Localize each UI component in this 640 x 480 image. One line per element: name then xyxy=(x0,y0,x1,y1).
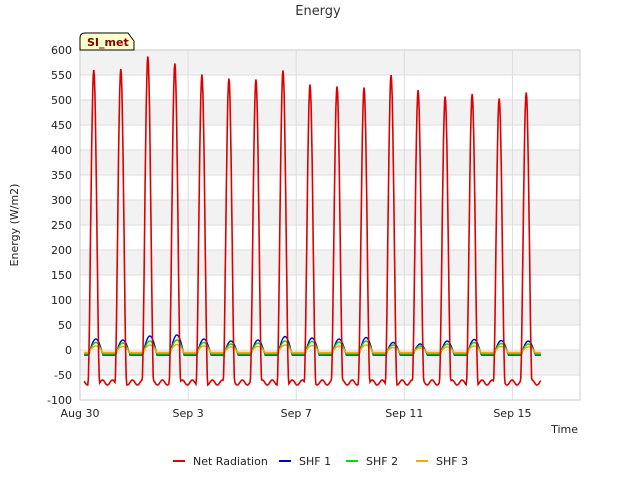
band xyxy=(80,250,580,275)
band xyxy=(80,50,580,75)
legend-label: SHF 3 xyxy=(436,455,468,468)
y-tick-label: 250 xyxy=(51,219,72,232)
series-line-shf-2 xyxy=(84,339,541,355)
band xyxy=(80,100,580,125)
y-tick-label: 350 xyxy=(51,169,72,182)
band xyxy=(80,275,580,300)
y-tick-label: 0 xyxy=(65,344,72,357)
y-axis: -100 -50 0 50 100 150 200 250 300 350 400 450 500 550… xyxy=(47,44,72,407)
band xyxy=(80,200,580,225)
x-tick-label: Sep 15 xyxy=(493,407,531,420)
band xyxy=(80,75,580,100)
plot-frame xyxy=(79,49,581,401)
series-line-net-radiation xyxy=(83,56,542,387)
y-tick-label: 400 xyxy=(51,144,72,157)
plot-background-bands xyxy=(80,50,580,400)
y-tick-label: 100 xyxy=(51,294,72,307)
y-tick-label: 150 xyxy=(51,269,72,282)
band xyxy=(80,225,580,250)
x-axis: Aug 30 Sep 3 Sep 7 Sep 11 Sep 15 xyxy=(61,407,532,420)
y-tick-label: -50 xyxy=(54,369,72,382)
y-tick-label: -100 xyxy=(47,394,72,407)
series-group xyxy=(83,56,542,387)
band xyxy=(80,150,580,175)
y-tick-label: 50 xyxy=(58,319,72,332)
x-axis-label: Time xyxy=(550,423,578,436)
site-badge-text: SI_met xyxy=(87,36,129,49)
band xyxy=(80,300,580,325)
y-tick-label: 450 xyxy=(51,119,72,132)
legend-label: SHF 1 xyxy=(299,455,331,468)
y-tick-label: 600 xyxy=(51,44,72,57)
x-tick-label: Sep 7 xyxy=(281,407,312,420)
y-tick-label: 200 xyxy=(51,244,72,257)
y-tick-label: 300 xyxy=(51,194,72,207)
band xyxy=(80,125,580,150)
y-axis-label: Energy (W/m2) xyxy=(8,184,21,267)
band xyxy=(80,175,580,200)
y-tick-label: 500 xyxy=(51,94,72,107)
legend-label: Net Radiation xyxy=(193,455,268,468)
legend-label: SHF 2 xyxy=(366,455,398,468)
series-line-shf-1 xyxy=(84,334,541,356)
y-tick-label: 550 xyxy=(51,69,72,82)
chart-title: Energy xyxy=(295,4,341,19)
x-tick-label: Sep 11 xyxy=(385,407,423,420)
site-badge: SI_met xyxy=(79,32,135,51)
band xyxy=(80,375,580,400)
x-tick-label: Aug 30 xyxy=(61,407,100,420)
series-line-shf-3 xyxy=(84,343,541,354)
legend: Net Radiation SHF 1 SHF 2 SHF 3 xyxy=(173,455,468,468)
x-tick-label: Sep 3 xyxy=(172,407,203,420)
